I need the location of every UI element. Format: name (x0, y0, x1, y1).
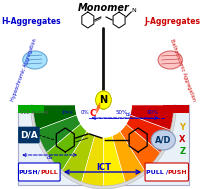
Circle shape (100, 101, 107, 109)
Wedge shape (126, 115, 171, 153)
Text: D/A: D/A (20, 130, 38, 139)
Text: J-Aggregates: J-Aggregates (144, 18, 200, 26)
FancyBboxPatch shape (18, 105, 44, 113)
Circle shape (96, 91, 111, 109)
Wedge shape (130, 105, 175, 130)
Text: ICT: ICT (96, 163, 111, 173)
Text: Y: Y (179, 123, 185, 132)
Wedge shape (31, 105, 176, 189)
Text: X: X (179, 136, 186, 145)
Text: N: N (132, 8, 136, 12)
Text: C: C (90, 108, 96, 118)
Text: N: N (99, 95, 107, 105)
Circle shape (76, 73, 131, 137)
Wedge shape (62, 131, 95, 183)
Text: PUSH/: PUSH/ (18, 170, 40, 174)
Text: $\chi_{agg}$:: $\chi_{agg}$: (61, 108, 75, 118)
FancyBboxPatch shape (145, 163, 188, 181)
Text: Hypsochromic Aggregation: Hypsochromic Aggregation (11, 38, 38, 102)
Wedge shape (46, 124, 87, 171)
Text: 0%: 0% (81, 111, 89, 115)
Text: PULL: PULL (40, 170, 58, 174)
Text: SLE Active: SLE Active (20, 109, 49, 115)
Ellipse shape (158, 51, 182, 69)
Wedge shape (32, 105, 77, 130)
Wedge shape (120, 124, 161, 171)
Text: 50%: 50% (116, 111, 128, 115)
Text: Monomer: Monomer (78, 3, 129, 13)
Ellipse shape (151, 130, 176, 150)
FancyBboxPatch shape (18, 127, 39, 143)
FancyBboxPatch shape (163, 105, 189, 113)
Ellipse shape (23, 51, 47, 69)
Text: Bathochromic Aggregation: Bathochromic Aggregation (169, 38, 196, 102)
Wedge shape (36, 115, 81, 153)
Wedge shape (81, 136, 103, 187)
Wedge shape (112, 131, 145, 183)
Text: PUSH: PUSH (167, 170, 187, 174)
Text: A/D: A/D (155, 136, 171, 145)
FancyBboxPatch shape (18, 105, 189, 185)
Text: H-Aggregates: H-Aggregates (2, 18, 61, 26)
Text: PULL /: PULL / (146, 170, 168, 174)
FancyBboxPatch shape (18, 163, 60, 181)
Text: 90%: 90% (147, 111, 159, 115)
Text: $d_e$: $d_e$ (125, 111, 133, 119)
Text: Z: Z (179, 147, 185, 156)
Text: $d_a$: $d_a$ (46, 153, 54, 163)
Wedge shape (103, 136, 125, 187)
